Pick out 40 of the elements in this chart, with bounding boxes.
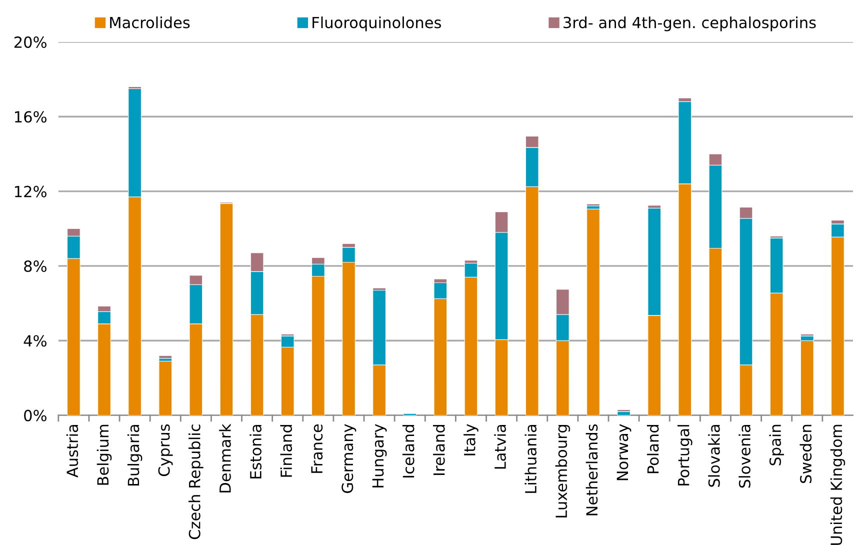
x-tick-label: Lithuania	[524, 425, 537, 493]
x-tick-label: Ireland	[433, 425, 445, 475]
y-tick-label: 8%	[24, 260, 46, 272]
bar	[158, 355, 172, 359]
x-tick-label: Iceland	[402, 425, 414, 478]
x-tick-label: Sweden	[800, 424, 812, 483]
legend-label: Fluoroquinolones	[312, 16, 441, 32]
x-tick-label: Slovakia	[708, 425, 720, 487]
x-tick-label: Norway	[616, 424, 632, 480]
y-tick-label: 20%	[14, 36, 46, 48]
x-tick-label: Italy	[464, 424, 478, 456]
x-tick-label: Luxembourg	[555, 425, 570, 518]
legend-label: Macrolides	[110, 16, 190, 28]
y-tick-label: 4%	[24, 335, 46, 347]
bar	[586, 208, 600, 416]
x-tick-label: United Kingdom	[830, 424, 846, 545]
x-tick-label: Spain	[769, 424, 784, 466]
bar	[800, 340, 814, 416]
y-tick-label: 16%	[15, 111, 46, 123]
x-tick-label: Latvia	[494, 425, 506, 469]
x-tick-label: Estonia	[250, 425, 262, 478]
y-tick-label: 12%	[15, 186, 46, 198]
x-tick-label: France	[311, 424, 323, 473]
legend-label: 3rd- and 4th-gen. cephalosporins	[564, 16, 816, 32]
x-tick-label: Portugal	[678, 425, 692, 486]
x-tick-label: Bulgaria	[127, 425, 142, 486]
x-tick-label: Netherlands	[586, 424, 598, 516]
x-tick-label: Germany	[342, 424, 356, 493]
bar	[220, 203, 234, 416]
x-tick-label: Poland	[646, 425, 659, 474]
x-tick-label: Austria	[66, 425, 78, 478]
x-tick-label: Belgium	[96, 424, 112, 485]
x-tick-label: Czech Republic	[188, 424, 204, 540]
x-tick-label: Slovenia	[738, 425, 750, 488]
x-tick-label: Finland	[280, 425, 292, 477]
x-tick-label: Hungary	[372, 424, 387, 488]
y-tick-label: 0%	[24, 410, 46, 422]
bar	[158, 360, 172, 416]
x-tick-label: Cyprus	[158, 424, 173, 476]
x-tick-label: Denmark	[219, 424, 231, 492]
